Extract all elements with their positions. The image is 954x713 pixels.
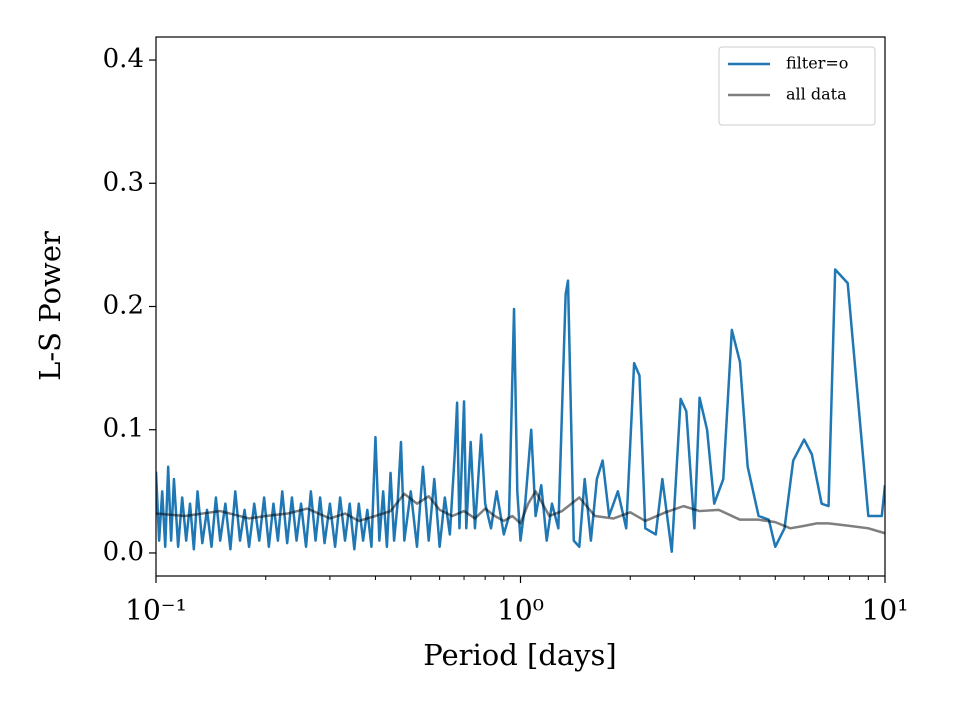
y-tick-label: 0.0 [103,537,144,567]
legend-label: filter=o [786,54,848,73]
x-tick-label: 10¹ [862,594,909,627]
data-line [156,268,885,553]
y-tick-label: 0.4 [103,44,144,74]
y-axis-label: L-S Power [33,231,67,381]
x-axis-label: Period [days] [423,638,617,672]
x-tick-label: 10⁰ [497,594,544,627]
data-line [156,490,885,535]
y-tick-label: 0.3 [103,167,144,197]
x-tick-label: 10⁻¹ [125,594,187,627]
y-tick-label: 0.2 [103,291,144,321]
legend-label: all data [786,85,847,104]
legend-box [718,46,876,126]
y-tick-label: 0.1 [103,414,144,444]
